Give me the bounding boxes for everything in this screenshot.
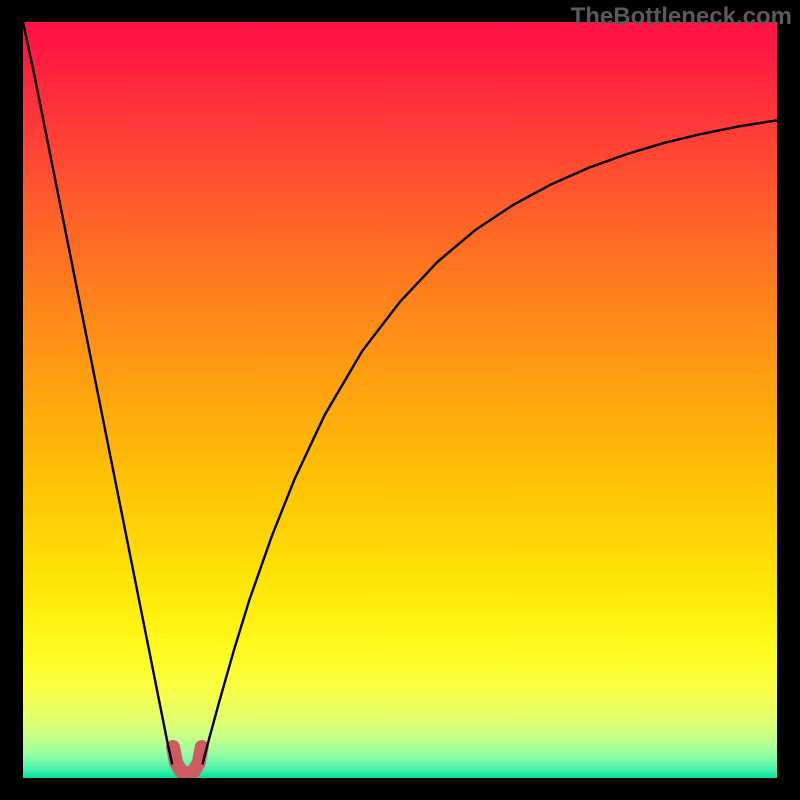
bottleneck-chart: TheBottleneck.com: [0, 0, 800, 800]
plot-svg: [0, 0, 800, 800]
gradient-background: [23, 22, 777, 778]
watermark-text: TheBottleneck.com: [571, 3, 792, 31]
